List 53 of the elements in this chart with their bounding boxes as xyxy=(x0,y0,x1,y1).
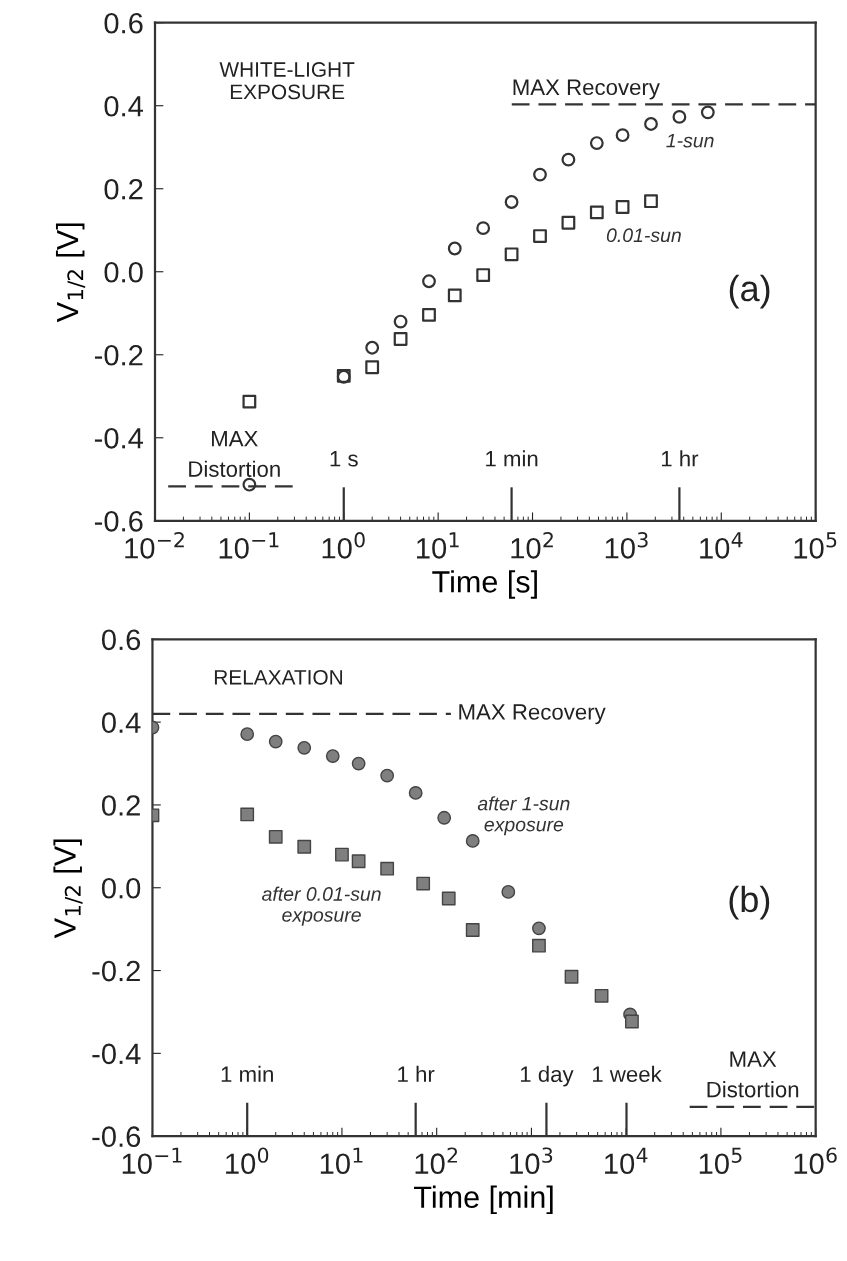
y-tick-label: 0.2 xyxy=(104,178,143,200)
ref-line-label: MAX Recovery xyxy=(459,704,606,725)
ref-line-label: 1 s xyxy=(330,451,358,467)
x-tick-label: 10$^{1}$ xyxy=(320,1147,363,1175)
x-tick-label: 10$^{3}$ xyxy=(510,1147,553,1175)
ref-line-label: 1 hr xyxy=(398,1065,435,1082)
series-label: 1-sun xyxy=(666,133,714,148)
x-tick-label: 10$^{1}$ xyxy=(417,532,459,559)
series-label: after 1-sun exposure xyxy=(477,796,570,836)
y-tick-label: 0.4 xyxy=(104,95,144,117)
y-tick-label: 0.0 xyxy=(104,261,143,283)
x-tick-label: 10$^{−1}$ xyxy=(219,532,279,559)
y-axis-title: V$_{1/2}$ [V] xyxy=(55,223,86,323)
x-tick-label: 10$^{4}$ xyxy=(700,532,743,559)
ref-line-label: MAX Distortion xyxy=(707,1051,799,1098)
annotation: (a) xyxy=(729,274,770,309)
annotation: (b) xyxy=(729,885,770,920)
x-tick-label: 10$^{2}$ xyxy=(415,1147,458,1175)
y-tick-label: -0.6 xyxy=(94,510,143,532)
y-tick-label: -0.4 xyxy=(94,427,144,449)
x-tick-label: 10$^{6}$ xyxy=(794,1147,837,1175)
series-label: 0.01-sun xyxy=(606,228,681,243)
series-label: after 0.01-sun exposure xyxy=(262,886,381,926)
y-tick-label: 0.4 xyxy=(101,712,141,733)
ref-line-label: MAX Recovery xyxy=(513,79,660,100)
ref-line-label: 1 week xyxy=(592,1065,662,1083)
y-tick-label: 0.0 xyxy=(101,877,141,899)
x-tick-label: 10$^{3}$ xyxy=(605,532,648,559)
y-tick-label: 0.6 xyxy=(101,629,141,651)
ref-line-label: 1 min xyxy=(221,1065,273,1082)
y-tick-label: 0.6 xyxy=(104,12,143,34)
x-tick-label: 10$^{−2}$ xyxy=(125,532,184,559)
y-tick-label: -0.6 xyxy=(92,1126,141,1148)
x-tick-label: 10$^{0}$ xyxy=(322,532,365,559)
annotation: WHITE-LIGHT EXPOSURE xyxy=(219,62,355,100)
ref-line-label: 1 day xyxy=(520,1065,574,1087)
ref-line-label: MAX Distortion xyxy=(189,431,280,477)
x-tick-label: 10$^{−1}$ xyxy=(122,1147,182,1175)
x-tick-label: 10$^{0}$ xyxy=(226,1147,269,1175)
annotation: RELAXATION xyxy=(214,669,342,685)
x-tick-label: 10$^{4}$ xyxy=(605,1147,648,1175)
x-axis-title: Time [min] xyxy=(414,1185,553,1215)
y-tick-label: -0.4 xyxy=(92,1043,141,1065)
ref-line-label: 1 hr xyxy=(661,450,699,467)
ref-line-label: 1 min xyxy=(486,450,538,467)
y-axis-title: V$_{1/2}$ [V] xyxy=(53,839,83,939)
y-tick-label: 0.2 xyxy=(101,795,140,816)
x-tick-label: 10$^{2}$ xyxy=(511,532,553,559)
y-tick-label: -0.2 xyxy=(94,344,143,366)
y-tick-label: -0.2 xyxy=(92,960,140,982)
x-tick-label: 10$^{5}$ xyxy=(699,1147,742,1175)
x-tick-label: 10$^{5}$ xyxy=(794,532,837,559)
x-axis-title: Time [s] xyxy=(432,570,537,599)
